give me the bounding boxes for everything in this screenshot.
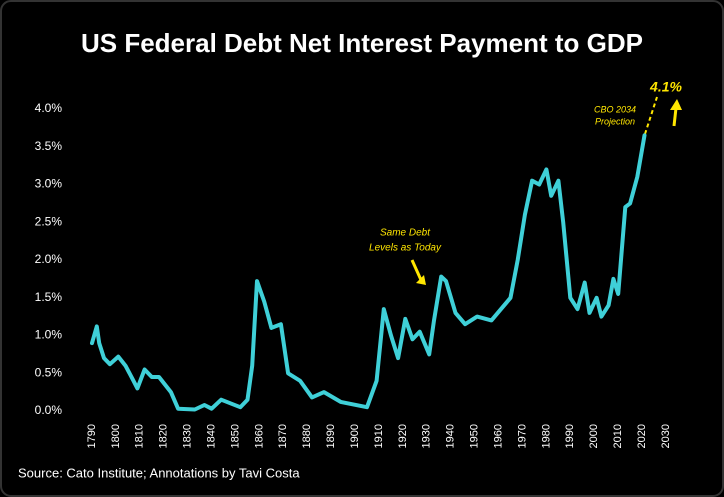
x-tick-label: 2030 <box>660 424 672 448</box>
x-tick-label: 1830 <box>182 424 194 448</box>
x-tick-label: 1960 <box>492 424 504 448</box>
x-tick-label: 1880 <box>301 424 313 448</box>
up-arrowhead <box>670 99 682 110</box>
annotation-arrowhead <box>416 275 426 285</box>
data-line <box>90 133 647 412</box>
annotation: Same Debt <box>380 228 431 239</box>
x-tick-label: 1870 <box>277 424 289 448</box>
x-tick-label: 1800 <box>110 424 122 448</box>
annotation: Projection <box>595 116 635 126</box>
annotation-arrow <box>410 259 423 281</box>
x-tick-label: 1980 <box>540 424 552 448</box>
y-tick-label: 4.0% <box>35 101 63 115</box>
y-tick-label: 2.5% <box>35 214 63 228</box>
y-tick-label: 3.5% <box>35 139 63 153</box>
x-tick-label: 1930 <box>421 424 433 448</box>
x-tick-label: 1970 <box>516 424 528 448</box>
annotation: CBO 2034 <box>594 104 636 114</box>
annotation: Levels as Today <box>369 243 442 254</box>
y-tick-label: 2.0% <box>35 252 63 266</box>
x-tick-label: 1920 <box>397 424 409 448</box>
y-tick-label: 3.0% <box>35 177 63 191</box>
x-tick-label: 1900 <box>349 424 361 448</box>
y-tick-label: 1.0% <box>35 328 63 342</box>
x-tick-label: 2010 <box>612 424 624 448</box>
x-tick-label: 1890 <box>325 424 337 448</box>
annotation: 4.1% <box>649 79 682 95</box>
x-tick-label: 1820 <box>158 424 170 448</box>
x-tick-label: 1840 <box>205 424 217 448</box>
y-tick-label: 1.5% <box>35 290 63 304</box>
x-tick-label: 1910 <box>373 424 385 448</box>
x-tick-label: 1860 <box>253 424 265 448</box>
y-tick-label: 0.0% <box>35 403 63 417</box>
x-tick-label: 1850 <box>229 424 241 448</box>
x-tick-label: 1950 <box>469 424 481 448</box>
up-arrow <box>672 107 678 127</box>
y-tick-label: 0.5% <box>35 365 63 379</box>
x-tick-label: 1940 <box>445 424 457 448</box>
x-tick-label: 1990 <box>564 424 576 448</box>
source: Source: Cato Institute; Annotations by T… <box>18 465 300 480</box>
x-tick-label: 2020 <box>636 424 648 448</box>
x-tick-label: 1810 <box>134 424 146 448</box>
chart-title: US Federal Debt Net Interest Payment to … <box>81 28 643 58</box>
x-tick-label: 2000 <box>588 424 600 448</box>
x-tick-label: 1790 <box>86 424 98 448</box>
